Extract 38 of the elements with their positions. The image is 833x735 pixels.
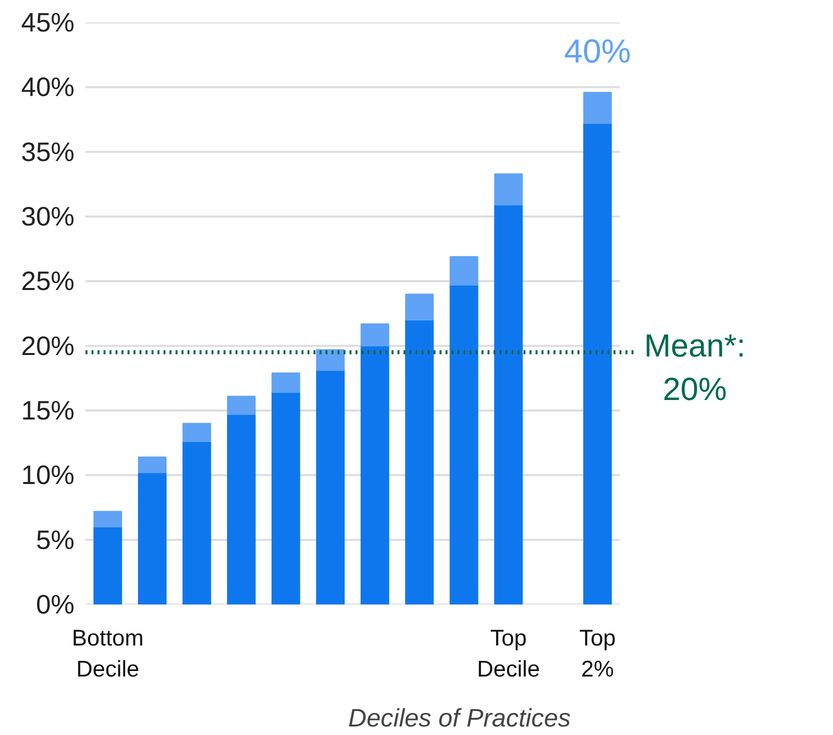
bar bbox=[93, 526, 122, 604]
bar bbox=[360, 345, 390, 604]
y-tick-label: 10% bbox=[21, 460, 75, 490]
x-tick-label: Bottom Decile bbox=[72, 624, 144, 682]
annotation: 40% bbox=[564, 33, 631, 70]
y-tick-label: 45% bbox=[21, 8, 75, 38]
y-tick-label: 25% bbox=[21, 266, 75, 296]
bar bbox=[93, 510, 122, 528]
y-tick-label: 15% bbox=[21, 396, 75, 426]
bar bbox=[450, 256, 478, 286]
x-tick-label: Top 2% bbox=[579, 624, 616, 682]
y-tick-label: 30% bbox=[21, 202, 75, 232]
x-tick-label: Top Decile bbox=[476, 624, 540, 682]
bar bbox=[182, 422, 212, 442]
bar bbox=[494, 204, 523, 604]
bar bbox=[316, 349, 345, 371]
bar bbox=[583, 122, 612, 604]
bar bbox=[450, 284, 478, 604]
bar bbox=[227, 414, 256, 604]
y-tick-label: 40% bbox=[21, 72, 75, 102]
bar bbox=[316, 370, 345, 604]
bar bbox=[360, 323, 390, 346]
y-tick-label: 0% bbox=[36, 590, 75, 620]
bar bbox=[405, 319, 434, 604]
bar bbox=[138, 456, 167, 474]
bar bbox=[138, 472, 167, 604]
bar bbox=[494, 173, 523, 206]
bar bbox=[227, 396, 256, 415]
y-tick-label: 35% bbox=[21, 136, 75, 167]
bar bbox=[272, 372, 300, 393]
bar bbox=[405, 294, 434, 320]
x-axis-title: Deciles of Practices bbox=[348, 704, 572, 733]
y-tick-label: 5% bbox=[36, 524, 75, 555]
bar bbox=[272, 392, 300, 604]
bar bbox=[182, 441, 212, 604]
ref-line-label: Mean*: 20% bbox=[644, 328, 746, 407]
y-tick-label: 20% bbox=[21, 330, 75, 361]
bar bbox=[583, 92, 612, 124]
